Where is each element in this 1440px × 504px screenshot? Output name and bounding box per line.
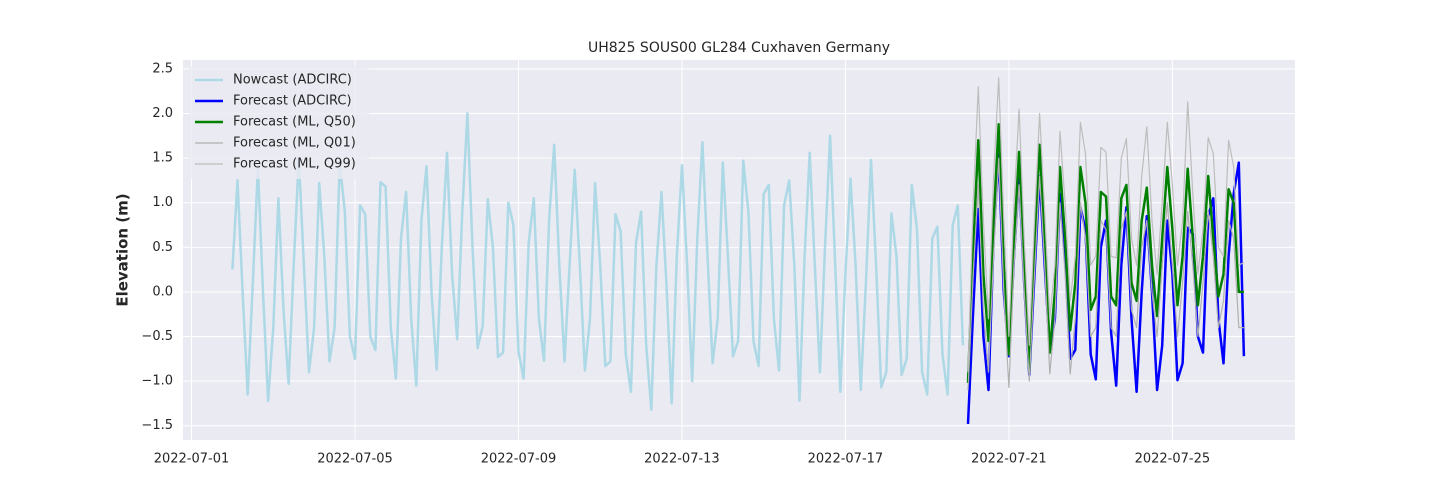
y-axis-label: Elevation (m) [114,193,132,306]
legend-label: Nowcast (ADCIRC) [233,73,352,88]
x-tick-label: 2022-07-25 [1135,452,1211,467]
chart-title: UH825 SOUS00 GL284 Cuxhaven Germany [588,40,890,56]
y-tick-label: 2.0 [152,106,173,121]
legend: Nowcast (ADCIRC) Forecast (ADCIRC) Forecas… [189,66,369,179]
lines [231,77,1246,424]
series-line [966,122,1244,383]
legend-label: Forecast (ML, Q01) [233,136,356,151]
y-tick-label: 1.0 [152,195,173,210]
y-tick-label: −1.5 [141,418,173,433]
x-tick-label: 2022-07-05 [317,452,393,467]
legend-label: Forecast (ADCIRC) [233,94,352,109]
y-tick-label: −1.0 [141,374,173,389]
y-tick-label: 0.5 [152,240,173,255]
legend-label: Forecast (ML, Q99) [233,157,356,172]
y-tick-label: −0.5 [141,329,173,344]
y-tick-label: 0.0 [152,284,173,299]
series-line [967,157,1244,391]
y-tick-label: 2.5 [152,61,173,76]
x-tick-label: 2022-07-01 [154,452,230,467]
legend-label: Forecast (ML, Q50) [233,115,356,130]
x-tick-label: 2022-07-09 [481,452,557,467]
series-line [967,77,1245,373]
x-tick-label: 2022-07-21 [971,452,1047,467]
x-tick-label: 2022-07-17 [808,452,884,467]
x-tick-label: 2022-07-13 [644,452,720,467]
y-tick-label: 1.5 [152,151,173,166]
legend-box [189,66,369,179]
series-line [231,112,965,411]
